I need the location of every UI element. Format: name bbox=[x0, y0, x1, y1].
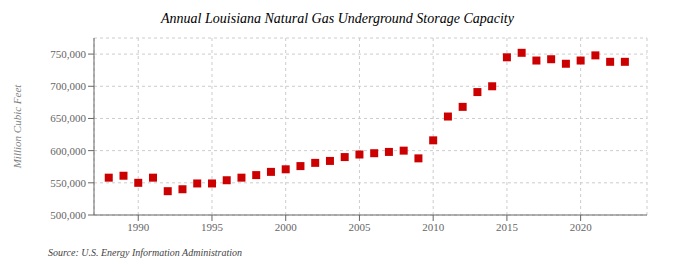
html-text:Annual Louisiana Natural Gas U: Annual Louisiana Natural Gas Underground… bbox=[161, 11, 514, 26]
html-text:Source: U.S. Energy Informatio: Source: U.S. Energy Information Administ… bbox=[48, 247, 243, 258]
svg-text:Million Cubic Feet: Million Cubic Feet bbox=[11, 84, 23, 170]
svg-text:2010: 2010 bbox=[422, 221, 445, 233]
svg-text:2020: 2020 bbox=[570, 221, 593, 233]
svg-text:1995: 1995 bbox=[201, 221, 224, 233]
svg-text:650,000: 650,000 bbox=[50, 112, 86, 124]
svg-text:600,000: 600,000 bbox=[50, 145, 86, 157]
svg-text:500,000: 500,000 bbox=[50, 209, 86, 221]
svg-text:700,000: 700,000 bbox=[50, 80, 86, 92]
svg-text:2005: 2005 bbox=[348, 221, 371, 233]
svg-text:2000: 2000 bbox=[275, 221, 298, 233]
svg-text:1990: 1990 bbox=[127, 221, 150, 233]
svg-text:550,000: 550,000 bbox=[50, 177, 86, 189]
svg-text:750,000: 750,000 bbox=[50, 48, 86, 60]
svg-text:2015: 2015 bbox=[496, 221, 519, 233]
